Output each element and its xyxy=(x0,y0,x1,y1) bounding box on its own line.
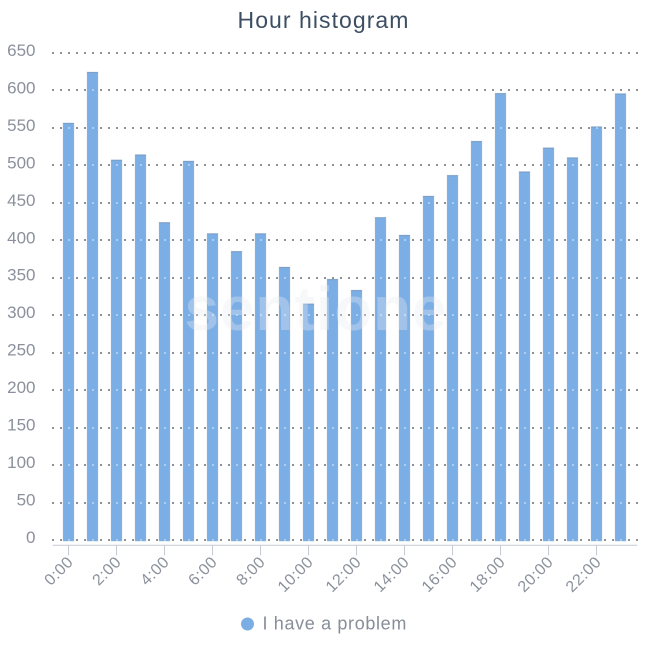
svg-text:400: 400 xyxy=(7,228,35,247)
svg-text:650: 650 xyxy=(7,41,35,60)
svg-text:sentione: sentione xyxy=(185,275,448,344)
svg-text:200: 200 xyxy=(7,378,35,397)
svg-text:50: 50 xyxy=(17,491,36,510)
svg-text:550: 550 xyxy=(7,116,35,135)
svg-text:0: 0 xyxy=(26,528,35,547)
svg-text:350: 350 xyxy=(7,266,35,285)
svg-text:600: 600 xyxy=(7,78,35,97)
svg-text:500: 500 xyxy=(7,153,35,172)
svg-text:150: 150 xyxy=(7,416,35,435)
svg-text:250: 250 xyxy=(7,341,35,360)
svg-text:Hour histogram: Hour histogram xyxy=(238,7,410,33)
svg-text:300: 300 xyxy=(7,303,35,322)
svg-text:450: 450 xyxy=(7,191,35,210)
svg-text:100: 100 xyxy=(7,453,35,472)
svg-text:I have a problem: I have a problem xyxy=(263,614,407,634)
